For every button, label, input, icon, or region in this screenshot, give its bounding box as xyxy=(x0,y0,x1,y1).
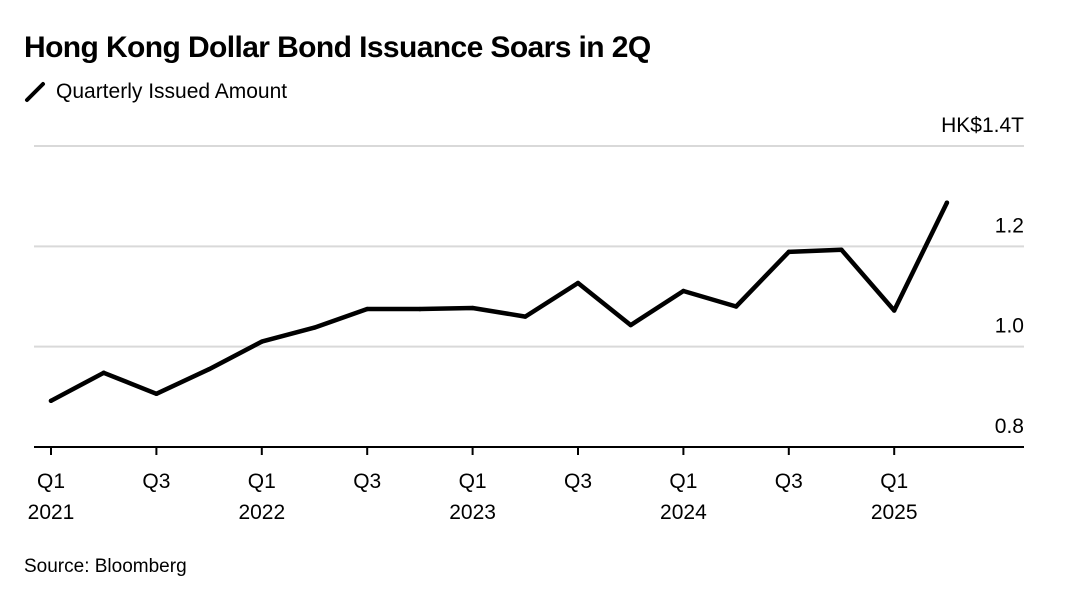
data-point xyxy=(101,370,106,375)
x-tick-label-year: 2021 xyxy=(28,501,75,524)
x-tick-label-quarter: Q1 xyxy=(37,470,65,493)
data-point xyxy=(681,288,686,294)
series-line xyxy=(48,200,950,404)
data-point xyxy=(312,325,317,330)
source-note: Source: Bloomberg xyxy=(24,556,187,577)
x-tick-label-quarter: Q3 xyxy=(142,470,170,493)
x-tick-label-quarter: Q3 xyxy=(564,470,592,493)
data-point xyxy=(892,308,897,313)
x-tick-label-year: 2024 xyxy=(660,501,707,524)
data-point xyxy=(523,314,528,319)
x-tick-label-year: 2022 xyxy=(238,501,285,524)
gridlines xyxy=(34,145,1024,348)
y-tick-label: 0.8 xyxy=(995,415,1024,438)
data-point xyxy=(786,249,791,255)
x-tick-label-quarter: Q1 xyxy=(669,470,697,493)
series-layer xyxy=(48,200,950,404)
x-axis: Q1 2021 Q3 Q1 2022 Q3 Q1 2023 Q3 Q1 2024 Q3 Q1 2025 xyxy=(28,446,1024,524)
x-tick-label-quarter: Q1 xyxy=(880,470,908,493)
data-point xyxy=(470,305,475,311)
y-tick-label: 1.0 xyxy=(995,315,1024,338)
x-tick-label-year: 2025 xyxy=(871,501,918,524)
x-tick-label-quarter: Q3 xyxy=(775,470,803,493)
x-tick-label-quarter: Q3 xyxy=(353,470,381,493)
x-tick-label-quarter: Q1 xyxy=(248,470,276,493)
data-point xyxy=(417,306,423,312)
chart-title: Hong Kong Dollar Bond Issuance Soars in … xyxy=(24,31,651,64)
data-point xyxy=(733,304,739,309)
data-point xyxy=(628,322,633,328)
data-point xyxy=(48,398,54,404)
data-point xyxy=(206,367,212,372)
data-point xyxy=(154,391,159,397)
data-point xyxy=(365,306,370,312)
y-tick-label: 1.2 xyxy=(995,214,1024,237)
y-tick-label: HK$1.4T xyxy=(941,114,1024,137)
data-point xyxy=(944,200,950,205)
legend: Quarterly Issued Amount xyxy=(24,78,287,106)
y-axis-tick-labels: HK$1.4T 1.2 1.0 0.8 xyxy=(941,114,1024,438)
line-swatch-icon xyxy=(25,82,45,102)
data-point xyxy=(575,280,581,286)
data-point xyxy=(259,339,264,344)
data-point xyxy=(839,247,844,253)
legend-label: Quarterly Issued Amount xyxy=(56,80,288,103)
x-tick-label-year: 2023 xyxy=(449,501,496,524)
x-tick-label-quarter: Q1 xyxy=(459,470,487,493)
